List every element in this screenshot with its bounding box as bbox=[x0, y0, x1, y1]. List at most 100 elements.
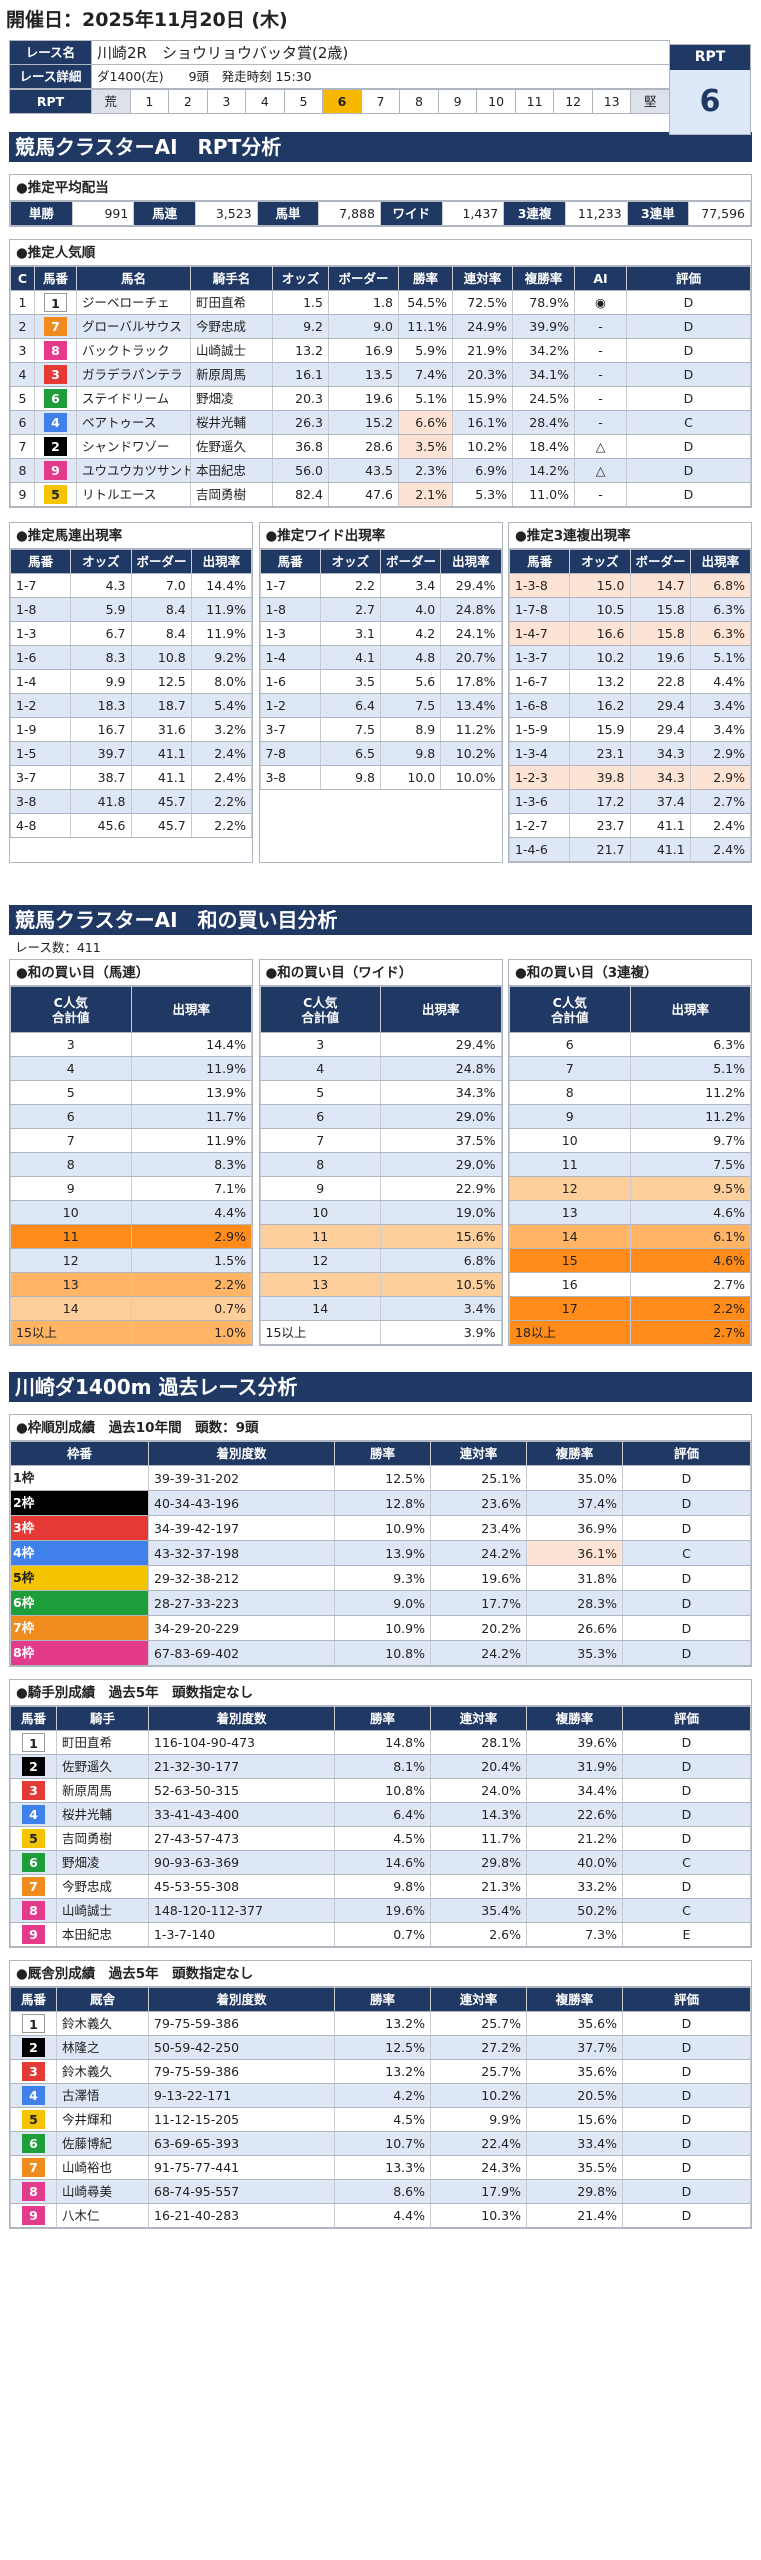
record: 79-75-59-386 bbox=[148, 2059, 335, 2084]
waku-badge: 6 bbox=[22, 2134, 45, 2153]
win-rate: 2.3% bbox=[398, 458, 453, 483]
record: 9-13-22-171 bbox=[148, 2083, 335, 2108]
fuku-rate: 37.7% bbox=[526, 2035, 623, 2060]
combination: 1-7-8 bbox=[508, 597, 571, 622]
pop-rank: 7 bbox=[10, 434, 35, 459]
wa-row: 5 34.3% bbox=[259, 1080, 502, 1105]
prob-header: 馬番 bbox=[259, 549, 321, 574]
odds: 4.1 bbox=[319, 645, 382, 670]
person-row: 4 古澤悟 9-13-22-171 4.2% 10.2% 20.5% D bbox=[10, 2083, 751, 2108]
ren-rate: 29.8% bbox=[430, 1850, 527, 1875]
evaluation: D bbox=[622, 1465, 751, 1491]
prob-row: 1-7 4.3 7.0 14.4% bbox=[9, 573, 253, 598]
ren-rate: 24.9% bbox=[452, 314, 513, 339]
record: 39-39-31-202 bbox=[148, 1465, 335, 1491]
pop-header: AI bbox=[574, 266, 627, 291]
pop-row: 7 2 シャンドワゾー 佐野遥久 36.8 28.6 3.5% 10.2% 18.4% △ D bbox=[10, 434, 751, 459]
record: 43-32-37-198 bbox=[148, 1540, 335, 1566]
waku-label-cell: 2枠 bbox=[10, 1490, 149, 1516]
wa-row: 3 14.4% bbox=[10, 1032, 252, 1057]
evaluation: D bbox=[626, 434, 751, 459]
pop-row: 4 3 ガラデラパンテラ 新原周馬 16.1 13.5 7.4% 20.3% 34.1% - D bbox=[10, 362, 751, 387]
wa-sum: 12 bbox=[10, 1248, 132, 1273]
person-row: 3 新原周馬 52-63-50-315 10.8% 24.0% 34.4% D bbox=[10, 1778, 751, 1803]
wa-sum: 4 bbox=[10, 1056, 132, 1081]
wa-sum: 10 bbox=[259, 1200, 381, 1225]
wa-rate: 2.2% bbox=[130, 1272, 252, 1297]
ren-rate: 5.3% bbox=[452, 482, 513, 507]
pop-row: 2 7 グローバルサウス 今野忠成 9.2 9.0 11.1% 24.9% 39.9% - D bbox=[10, 314, 751, 339]
win-rate: 14.8% bbox=[334, 1730, 431, 1755]
fuku-rate: 34.2% bbox=[512, 338, 575, 363]
ren-rate: 20.2% bbox=[430, 1615, 527, 1641]
fuku-rate: 7.3% bbox=[526, 1922, 623, 1947]
border: 29.4 bbox=[629, 717, 691, 742]
evaluation: D bbox=[622, 1515, 751, 1541]
waku-badge: 8枠 bbox=[11, 1641, 148, 1665]
horse-number-cell: 7 bbox=[10, 2155, 57, 2180]
ren-rate: 21.9% bbox=[452, 338, 513, 363]
ren-rate: 24.3% bbox=[430, 2155, 527, 2180]
win-rate: 12.5% bbox=[334, 1465, 431, 1491]
odds: 36.8 bbox=[272, 434, 329, 459]
prob-row: 1-3-4 23.1 34.3 2.9% bbox=[508, 741, 752, 766]
win-rate: 10.9% bbox=[334, 1615, 431, 1641]
record: 45-53-55-308 bbox=[148, 1874, 335, 1899]
wa-rate: 13.9% bbox=[130, 1080, 252, 1105]
wa-row: 10 19.0% bbox=[259, 1200, 502, 1225]
waku-badge: 4 bbox=[22, 1805, 45, 1824]
evaluation: D bbox=[626, 386, 751, 411]
prob-row: 1-3 3.1 4.2 24.1% bbox=[259, 621, 502, 646]
odds: 15.0 bbox=[569, 573, 631, 598]
prob-row: 1-4 4.1 4.8 20.7% bbox=[259, 645, 502, 670]
odds: 6.5 bbox=[319, 741, 382, 766]
horse-number-cell: 6 bbox=[34, 386, 77, 411]
border: 1.8 bbox=[328, 290, 399, 315]
win-rate: 54.5% bbox=[398, 290, 453, 315]
probability: 6.8% bbox=[689, 573, 752, 598]
ren-rate: 24.2% bbox=[430, 1640, 527, 1666]
odds: 5.9 bbox=[70, 597, 132, 622]
trainer-panel: ●厩舎別成績 過去5年 頭数指定なし 馬番 厩舎 着別度数 勝率 連対率 複勝率 評価 1 鈴木… bbox=[9, 1960, 752, 2229]
person-row: 3 鈴木義久 79-75-59-386 13.2% 25.7% 35.6% D bbox=[10, 2059, 751, 2084]
odds: 56.0 bbox=[272, 458, 329, 483]
payout-value: 77,596 bbox=[688, 201, 751, 226]
wa-trio-table: C人気 合計値 出現率 6 6.3% 7 5.1% 8 11.2% 9 11.2% 10 9.7% 11… bbox=[509, 986, 751, 1345]
prob-header: オッズ bbox=[319, 549, 382, 574]
rpt-scale-cell: 2 bbox=[168, 89, 208, 114]
odds: 82.4 bbox=[272, 482, 329, 507]
wa-header-rate: 出現率 bbox=[629, 986, 751, 1033]
pop-row: 5 6 ステイドリーム 野畑凌 20.3 19.6 5.1% 15.9% 24.5% - D bbox=[10, 386, 751, 411]
wa-rate: 4.6% bbox=[629, 1200, 751, 1225]
prob-header: 出現率 bbox=[689, 549, 752, 574]
rpt-section-title: 競馬クラスターAI RPT分析 bbox=[9, 132, 752, 162]
record: 27-43-57-473 bbox=[148, 1826, 335, 1851]
waku-header: 枠番 bbox=[10, 1441, 149, 1466]
probability: 24.8% bbox=[440, 597, 502, 622]
horse-number-cell: 2 bbox=[10, 1754, 57, 1779]
prob-row: 1-8 2.7 4.0 24.8% bbox=[259, 597, 502, 622]
waku-badge: 3 bbox=[44, 365, 67, 384]
course: ダ1400(左) bbox=[97, 69, 164, 84]
border: 9.8 bbox=[379, 741, 442, 766]
prob-row: 1-5 39.7 41.1 2.4% bbox=[9, 741, 253, 766]
person-row: 5 吉岡勇樹 27-43-57-473 4.5% 11.7% 21.2% D bbox=[10, 1826, 751, 1851]
ren-rate: 35.4% bbox=[430, 1898, 527, 1923]
combination: 1-6-7 bbox=[508, 669, 571, 694]
wa-sum: 8 bbox=[10, 1152, 132, 1177]
border: 43.5 bbox=[328, 458, 399, 483]
win-rate: 6.6% bbox=[398, 410, 453, 435]
odds: 16.1 bbox=[272, 362, 329, 387]
win-rate: 9.3% bbox=[334, 1565, 431, 1591]
ren-rate: 72.5% bbox=[452, 290, 513, 315]
win-rate: 10.8% bbox=[334, 1640, 431, 1666]
fuku-rate: 28.4% bbox=[512, 410, 575, 435]
waku-badge: 6枠 bbox=[11, 1591, 148, 1615]
person-row: 7 山崎裕也 91-75-77-441 13.3% 24.3% 35.5% D bbox=[10, 2155, 751, 2180]
payout-panel: ●推定平均配当 単勝 991 馬連 3,523 馬単 7,888 ワイド 1,437 3連複 11… bbox=[9, 174, 752, 227]
page-root: 開催日：2025年11月20日 (木) レース名 川崎2R ショウリョウバッタ賞(… bbox=[6, 9, 752, 2229]
wa-rate: 37.5% bbox=[380, 1128, 502, 1153]
wide-table: 馬番 オッズ ボーダー 出現率 1-7 2.2 3.4 29.4% 1-8 2.7 4.0 24.8%… bbox=[259, 549, 502, 790]
person-header: 勝率 bbox=[334, 1706, 431, 1731]
popularity-panel: ●推定人気順 C 馬番 馬名 騎手名 オッズ ボーダー 勝率 連対率 複勝率 AI 評価 1 1 ジーベ… bbox=[9, 239, 752, 508]
